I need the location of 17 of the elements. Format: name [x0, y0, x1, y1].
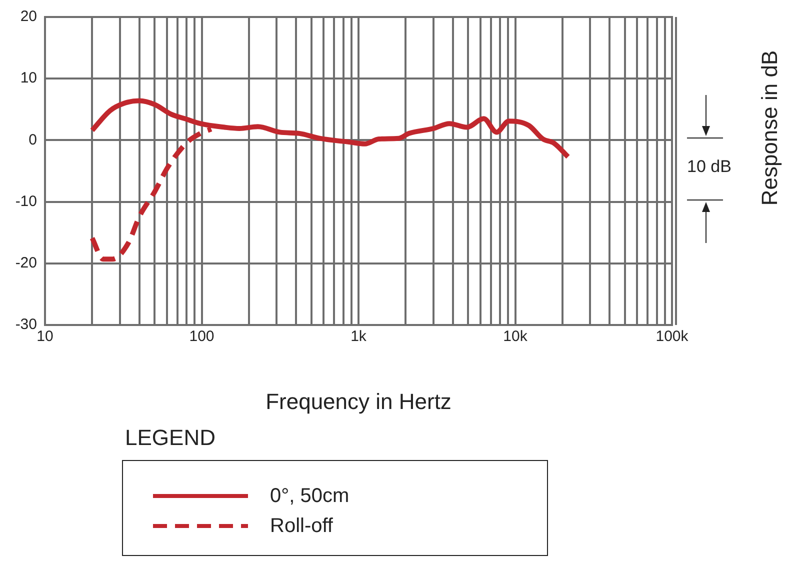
x-tick-label: 100 [189, 328, 214, 346]
x-tick-label: 1k [350, 328, 367, 346]
legend-label: 0°, 50cm [270, 484, 350, 508]
y-tick-label: -10 [15, 192, 37, 210]
x-axis-title: Frequency in Hertz [266, 388, 452, 414]
y-tick-label: 0 [28, 131, 37, 148]
text: 10 dB [687, 157, 732, 177]
legend-label: Roll-off [270, 514, 333, 538]
x-tick-label: 10 [36, 328, 54, 346]
y-tick-label: -20 [15, 254, 37, 272]
y-tick-label: 20 [20, 8, 37, 26]
y-axis-title: Response in dB [757, 50, 783, 206]
x-tick-label: 100k [656, 328, 689, 346]
y-tick-label: 10 [20, 70, 37, 87]
y-tick-label: -30 [15, 316, 37, 334]
legend-title: LEGEND [125, 425, 216, 451]
x-tick-label: 10k [503, 328, 528, 346]
